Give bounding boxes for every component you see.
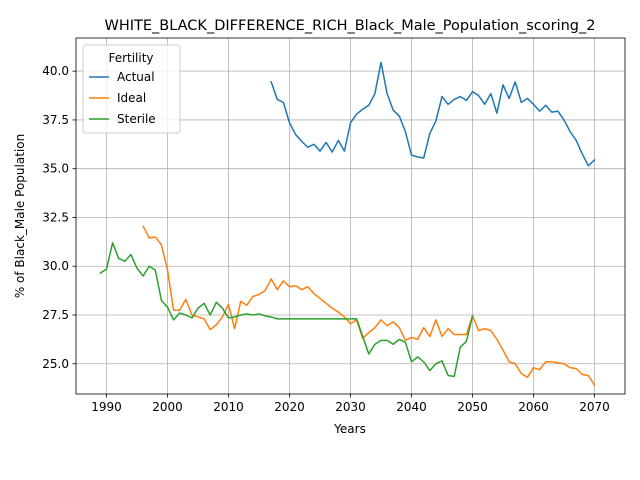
x-tick-label: 2010 <box>213 400 244 414</box>
series-line-ideal <box>142 225 596 387</box>
series-lines <box>99 61 596 387</box>
y-tick-label: 37.5 <box>42 113 69 127</box>
x-tick-label: 2040 <box>396 400 427 414</box>
legend-label-actual: Actual <box>117 70 155 84</box>
chart-title: WHITE_BLACK_DIFFERENCE_RICH_Black_Male_P… <box>105 18 596 34</box>
axis-ticks: 1990 2000 2010 2020 2030 2040 2050 2060 2070 25.0… <box>42 64 609 414</box>
y-tick-label: 30.0 <box>42 259 69 273</box>
x-tick-label: 2060 <box>518 400 549 414</box>
x-tick-label: 2020 <box>274 400 305 414</box>
x-tick-label: 2000 <box>152 400 183 414</box>
x-tick-label: 2070 <box>579 400 610 414</box>
legend-entries: Actual Ideal Sterile <box>89 70 156 126</box>
series-line-sterile <box>99 242 474 378</box>
y-tick-label: 27.5 <box>42 308 69 322</box>
legend-title: Fertility <box>108 51 153 65</box>
x-tick-label: 1990 <box>91 400 122 414</box>
y-tick-label: 40.0 <box>42 64 69 78</box>
y-tick-label: 35.0 <box>42 162 69 176</box>
legend: Fertility Actual Ideal Sterile <box>82 44 181 134</box>
grid <box>76 38 625 394</box>
x-tick-label: 2030 <box>335 400 366 414</box>
y-axis-label: % of Black_Male Population <box>13 134 27 298</box>
y-tick-label: 32.5 <box>42 210 69 224</box>
x-axis-label: Years <box>333 422 366 436</box>
legend-label-sterile: Sterile <box>117 112 156 126</box>
x-tick-label: 2050 <box>457 400 488 414</box>
legend-box <box>82 44 181 134</box>
legend-label-ideal: Ideal <box>117 91 146 105</box>
y-tick-label: 25.0 <box>42 357 69 371</box>
series-line-actual <box>270 61 596 167</box>
